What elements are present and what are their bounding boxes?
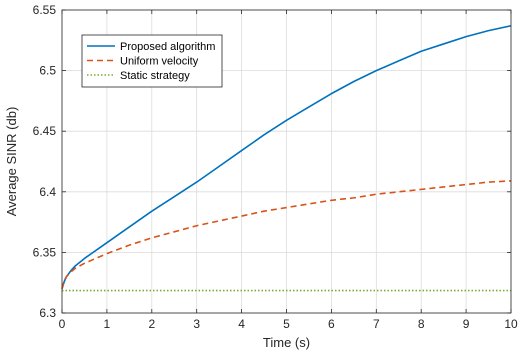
legend-label-1: Uniform velocity xyxy=(120,56,199,68)
ticks: 0 1 2 3 4 5 6 7 8 9 10 6.3 6.35 6.4 6.45 6.5 6.55 xyxy=(33,3,518,331)
y-tick-label: 6.3 xyxy=(39,306,56,320)
y-tick-label: 6.5 xyxy=(39,64,56,78)
x-tick-label: 8 xyxy=(418,317,425,331)
series-layer xyxy=(61,24,512,292)
series-line-1 xyxy=(61,180,512,289)
x-tick-label: 10 xyxy=(504,317,518,331)
y-tick-label: 6.55 xyxy=(33,3,57,17)
legend-label-0: Proposed algorithm xyxy=(120,41,215,53)
legend-box xyxy=(81,34,223,88)
x-tick-label: 2 xyxy=(148,317,155,331)
y-tick-label: 6.35 xyxy=(33,245,57,259)
x-axis-title: Time (s) xyxy=(263,335,310,350)
x-tick-label: 1 xyxy=(104,317,111,331)
legend-label-2: Static strategy xyxy=(120,70,190,82)
series-line-0 xyxy=(61,24,512,289)
x-tick-label: 9 xyxy=(463,317,470,331)
x-tick-label: 5 xyxy=(283,317,290,331)
x-tick-label: 4 xyxy=(238,317,245,331)
x-tick-label: 3 xyxy=(193,317,200,331)
y-axis-title: Average SINR (db) xyxy=(4,107,19,217)
x-tick-label: 6 xyxy=(328,317,335,331)
legend: Proposed algorithm Uniform velocity Static… xyxy=(81,34,223,88)
y-tick-label: 6.45 xyxy=(33,124,57,138)
x-tick-label: 0 xyxy=(59,317,66,331)
x-tick-label: 7 xyxy=(373,317,380,331)
y-tick-label: 6.4 xyxy=(39,185,56,199)
